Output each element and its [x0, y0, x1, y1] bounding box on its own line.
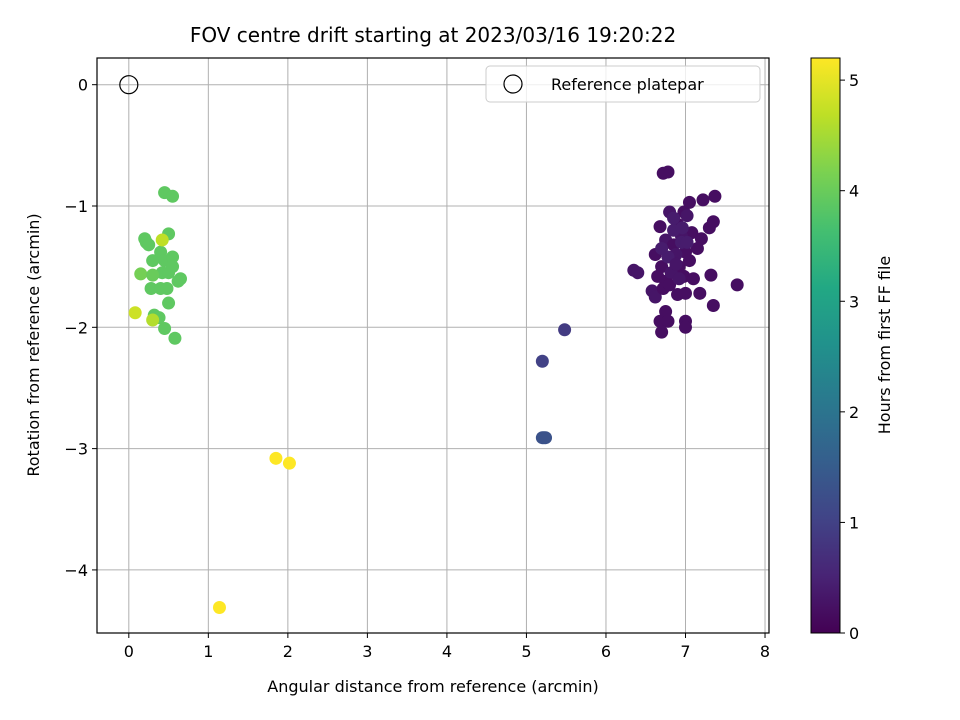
data-point [667, 211, 681, 225]
data-point [680, 235, 694, 249]
data-point [661, 165, 675, 179]
data-point [675, 221, 689, 235]
data-point [166, 250, 180, 264]
colorbar-label: Hours from first FF file [875, 256, 894, 435]
colorbar-tick-label: 2 [849, 403, 859, 422]
data-point [144, 281, 158, 295]
x-tick-label: 1 [203, 642, 213, 661]
data-point [128, 306, 142, 320]
x-tick-label: 0 [124, 642, 134, 661]
legend-label-reference: Reference platepar [551, 75, 704, 94]
data-point [535, 354, 549, 368]
data-point [696, 193, 710, 207]
data-point [693, 286, 707, 300]
y-tick-label: −3 [64, 440, 88, 459]
data-point [678, 286, 692, 300]
x-axis-ticks: 0 1 2 3 4 5 6 7 8 [124, 633, 770, 661]
legend: Reference platepar [485, 65, 761, 103]
data-point [146, 268, 160, 282]
data-point [730, 278, 744, 292]
legend-marker-reference [503, 74, 523, 94]
x-tick-label: 2 [283, 642, 293, 661]
data-point [653, 220, 667, 234]
y-axis-label: Rotation from reference (arcmin) [24, 213, 43, 476]
data-point [282, 456, 296, 470]
data-point [146, 313, 160, 327]
y-tick-label: −2 [64, 318, 88, 337]
x-tick-label: 7 [680, 642, 690, 661]
data-point [680, 209, 694, 223]
data-point [708, 189, 722, 203]
data-point [655, 325, 669, 339]
colorbar-tick-label: 3 [849, 292, 859, 311]
y-tick-label: −4 [64, 561, 88, 580]
data-point [655, 241, 669, 255]
data-point [686, 272, 700, 286]
data-point [669, 257, 683, 271]
data-point [174, 272, 188, 286]
chart-title: FOV centre drift starting at 2023/03/16 … [190, 23, 676, 47]
data-point [155, 233, 169, 247]
data-point [682, 195, 696, 209]
colorbar-ticks: 0 1 2 3 4 5 [840, 71, 859, 643]
y-axis-ticks: 0 −1 −2 −3 −4 [64, 76, 97, 580]
data-points [119, 75, 744, 615]
colorbar-tick-label: 1 [849, 513, 859, 532]
data-point [158, 322, 172, 336]
data-point [648, 290, 662, 304]
colorbar-tick-label: 0 [849, 624, 859, 643]
data-point [160, 281, 174, 295]
data-point [168, 331, 182, 345]
data-point [704, 268, 718, 282]
data-point [558, 323, 572, 337]
colorbar-gradient [810, 57, 841, 634]
y-tick-label: −1 [64, 197, 88, 216]
data-point [663, 278, 677, 292]
data-point [682, 254, 696, 268]
data-point [672, 272, 686, 286]
data-point [661, 314, 675, 328]
data-point [146, 254, 160, 268]
x-tick-label: 8 [760, 642, 770, 661]
data-point [162, 296, 176, 310]
colorbar: 0 1 2 3 4 5 Hours from first FF file [810, 57, 894, 643]
data-point [142, 238, 156, 252]
y-tick-label: 0 [78, 76, 88, 95]
data-point [659, 305, 673, 319]
data-point [212, 601, 226, 615]
colorbar-tick-label: 5 [849, 71, 859, 90]
legend-box [485, 65, 761, 103]
data-point [539, 431, 553, 445]
reference-platepar-marker [119, 75, 139, 95]
data-point [269, 451, 283, 465]
x-tick-label: 5 [521, 642, 531, 661]
x-axis-label: Angular distance from reference (arcmin) [267, 677, 598, 696]
x-tick-label: 3 [362, 642, 372, 661]
plot-frame [96, 57, 770, 634]
data-point [631, 266, 645, 280]
data-point [678, 320, 692, 334]
x-tick-label: 6 [601, 642, 611, 661]
grid [97, 58, 769, 633]
data-point [706, 215, 720, 229]
x-tick-label: 4 [442, 642, 452, 661]
colorbar-tick-label: 4 [849, 182, 859, 201]
data-point [134, 267, 148, 281]
data-point [166, 260, 180, 274]
data-point [166, 189, 180, 203]
data-point [690, 241, 704, 255]
data-point [706, 298, 720, 312]
